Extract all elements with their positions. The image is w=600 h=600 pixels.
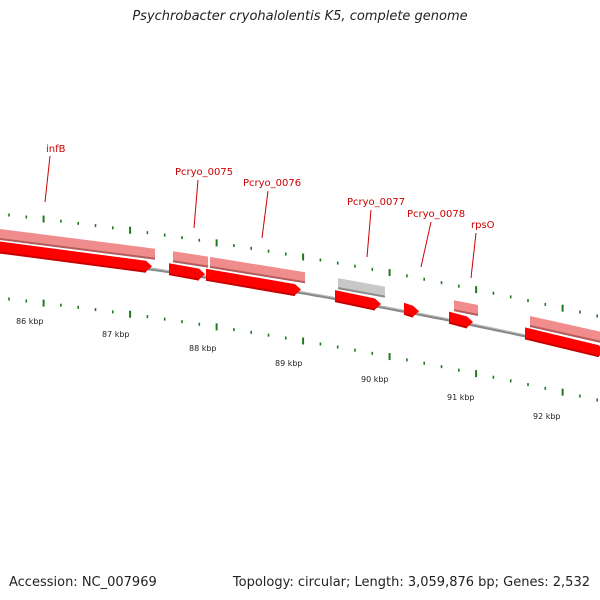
scale-label-91kbp: 91 kbp <box>447 393 475 402</box>
gene-feature-shadow <box>529 325 600 343</box>
hypo-gene-feature <box>338 278 385 297</box>
forward-gene-feature <box>210 256 305 283</box>
gene-feature-shadow <box>334 300 376 311</box>
gene-feature-shadow <box>403 312 414 318</box>
gene-callout-line <box>193 179 199 229</box>
map-title: Psychrobacter cryohalolentis K5, complet… <box>132 9 468 24</box>
gene-feature-shadow <box>448 321 468 329</box>
gene-callout-line <box>470 232 477 279</box>
genome-summary-text: Topology: circular; Length: 3,059,876 bp… <box>232 575 590 590</box>
accession-text: Accession: NC_007969 <box>9 575 157 590</box>
scale-label-86kbp: 86 kbp <box>16 317 44 326</box>
scale-label-90kbp: 90 kbp <box>361 375 389 384</box>
cds-gene-feature <box>404 302 419 317</box>
cds-gene-feature <box>335 290 381 310</box>
gene-callout-line <box>44 155 51 203</box>
gene-feature-shadow <box>0 238 156 260</box>
forward-gene-feature <box>530 316 600 342</box>
gene-label-infB[interactable]: infB <box>46 144 66 155</box>
inner-tick-marks <box>8 297 599 402</box>
scale-label-92kbp: 92 kbp <box>533 412 561 421</box>
gene-label-pcryo0075[interactable]: Pcryo_0075 <box>175 167 233 178</box>
gene-label-rpsO[interactable]: rpsO <box>471 220 495 231</box>
gene-label-pcryo0077[interactable]: Pcryo_0077 <box>347 197 405 208</box>
gene-callout-line <box>261 190 269 239</box>
gene-feature-shadow <box>168 273 200 281</box>
cds-gene-feature <box>525 327 600 357</box>
gene-callout-line <box>420 221 432 268</box>
gene-feature-shadow <box>453 309 479 316</box>
gene-label-pcryo0078[interactable]: Pcryo_0078 <box>407 209 465 220</box>
cds-gene-feature <box>206 268 301 296</box>
gene-feature-shadow <box>209 265 306 284</box>
gene-feature-shadow <box>205 278 296 297</box>
gene-feature-shadow <box>172 260 209 268</box>
gene-features <box>0 229 600 358</box>
scale-label-88kbp: 88 kbp <box>189 344 217 353</box>
forward-gene-feature <box>173 251 208 267</box>
scale-label-87kbp: 87 kbp <box>102 330 130 339</box>
gene-callout-line <box>366 209 372 258</box>
gene-feature-shadow <box>337 287 386 298</box>
gene-feature-shadow <box>524 337 600 358</box>
cds-gene-feature <box>0 241 152 272</box>
outer-tick-marks <box>8 213 599 318</box>
forward-gene-feature <box>0 229 155 259</box>
scale-label-89kbp: 89 kbp <box>275 359 303 368</box>
gene-callouts <box>44 155 477 279</box>
gene-label-pcryo0076[interactable]: Pcryo_0076 <box>243 178 301 189</box>
gene-feature-shadow <box>0 251 147 273</box>
